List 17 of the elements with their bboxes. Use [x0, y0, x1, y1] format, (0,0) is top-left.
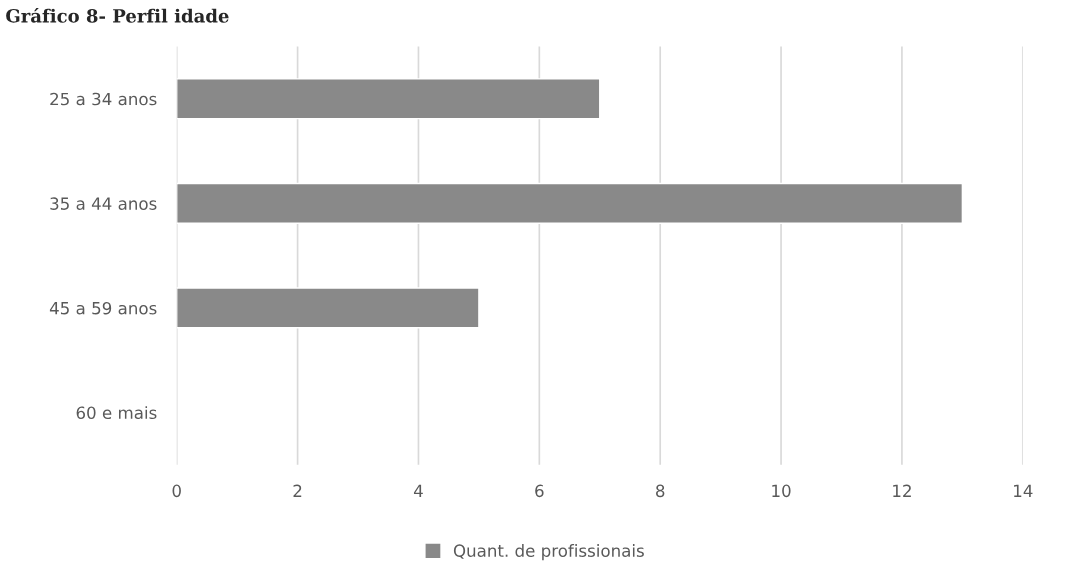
x-tick-label: 12 [893, 484, 911, 497]
x-tick-label: 2 [293, 484, 302, 497]
x-tick-label: 10 [772, 484, 791, 498]
x-tick-label: 8 [656, 484, 665, 498]
y-tick-label: 60 e mais [76, 406, 157, 420]
x-tick-label: 14 [1014, 484, 1033, 497]
legend-label: Quant. de profissionais [453, 544, 644, 561]
bar [176, 287, 480, 329]
bar [176, 182, 964, 224]
bar [176, 78, 601, 120]
y-tick-label: 25 a 34 anos [50, 92, 157, 106]
y-tick-label: 35 a 44 anos [50, 197, 157, 210]
x-tick-label: 0 [172, 484, 181, 498]
x-tick-label: 6 [535, 484, 544, 498]
x-tick-label: 4 [413, 484, 423, 497]
chart-title: Gráfico 8- Perfil idade [6, 7, 229, 23]
y-tick-label: 45 a 59 anos [49, 301, 157, 315]
